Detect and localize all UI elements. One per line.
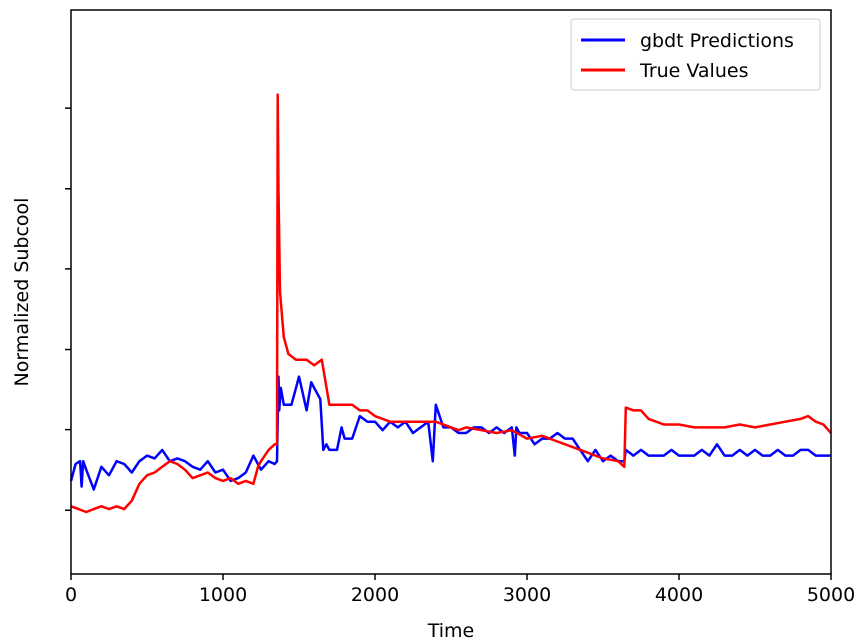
x-tick-label: 3000 bbox=[503, 584, 551, 606]
axes-layer: 0 1000 2000 3000 4000 5000 bbox=[65, 9, 855, 606]
series-line-true-values bbox=[70, 93, 832, 514]
y-axis-label: Normalized Subcool bbox=[11, 198, 33, 387]
x-axis-label: Time bbox=[427, 620, 475, 642]
x-tick-label: 2000 bbox=[351, 584, 399, 606]
plot-frame bbox=[70, 9, 832, 575]
x-tick-label: 4000 bbox=[655, 584, 703, 606]
series-line-gbdt-predictions bbox=[69, 375, 831, 491]
legend-box bbox=[570, 18, 821, 91]
legend-label-gbdt-predictions: gbdt Predictions bbox=[640, 30, 794, 52]
legend: gbdt Predictions True Values bbox=[570, 18, 821, 91]
x-tick-label: 0 bbox=[65, 584, 77, 606]
legend-label-true-values: True Values bbox=[639, 60, 748, 82]
series-layer bbox=[69, 93, 832, 514]
x-tick-label: 1000 bbox=[199, 584, 247, 606]
x-tick-label: 5000 bbox=[807, 584, 855, 606]
